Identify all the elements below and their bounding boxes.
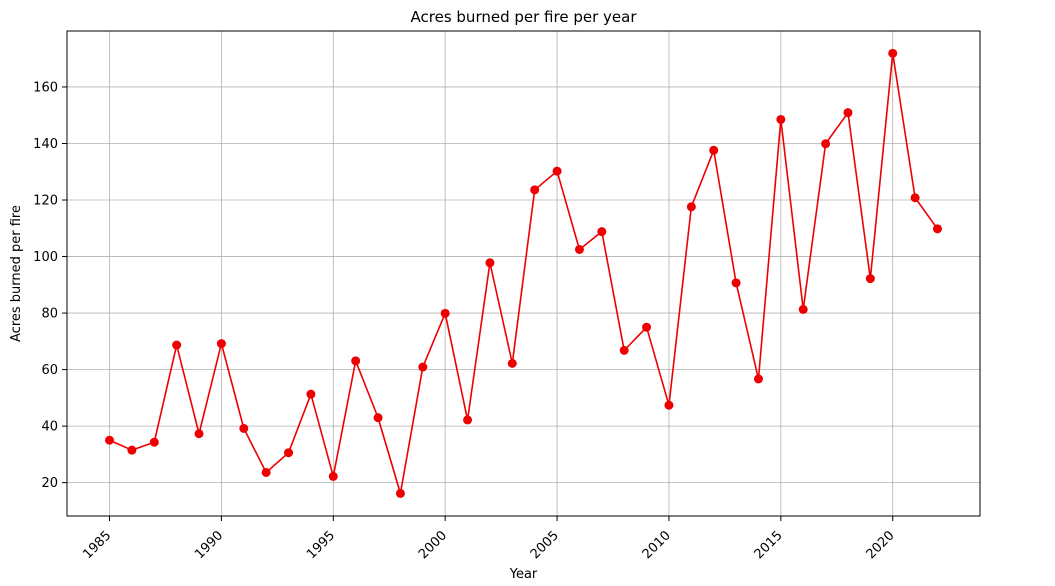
y-tick-label: 80 — [41, 307, 58, 322]
data-point — [888, 48, 898, 58]
axes: 1985 1990 1995 2000 2005 2010 2015 202020406080… — [33, 80, 897, 562]
data-point — [328, 471, 338, 481]
y-tick-label: 120 — [33, 194, 58, 209]
data-point — [642, 322, 652, 332]
data-point — [373, 413, 383, 423]
x-tick-label: 1990 — [192, 528, 226, 562]
data-point — [395, 488, 405, 498]
series-line — [109, 52, 939, 495]
data-point — [709, 145, 719, 155]
data-point — [284, 448, 294, 458]
data-point — [731, 278, 741, 288]
data-point — [865, 274, 875, 284]
data-point — [574, 244, 584, 254]
data-point — [485, 258, 495, 268]
data-point — [821, 139, 831, 149]
data-point — [507, 358, 517, 368]
data-point — [216, 339, 226, 349]
data-point — [776, 114, 786, 124]
data-point — [686, 202, 696, 212]
y-axis-title: Acres burned per fire — [9, 205, 24, 342]
data-point — [418, 362, 428, 372]
y-tick-label: 140 — [33, 137, 58, 152]
y-tick-label: 60 — [41, 363, 58, 378]
data-point — [932, 224, 942, 234]
y-tick-label: 20 — [41, 476, 58, 491]
plot-frame — [66, 30, 981, 517]
data-point — [149, 437, 159, 447]
data-point — [753, 374, 763, 384]
data-point — [843, 108, 853, 118]
data-point — [172, 340, 182, 350]
x-tick-label: 2015 — [752, 528, 786, 562]
data-point — [261, 467, 271, 477]
grid — [67, 31, 980, 516]
x-tick-label: 1995 — [304, 528, 338, 562]
y-tick-label: 100 — [33, 250, 58, 265]
data-point — [306, 389, 316, 399]
data-point — [440, 308, 450, 318]
data-point — [530, 185, 540, 195]
data-point — [105, 435, 115, 445]
y-tick-label: 160 — [33, 80, 58, 95]
data-point — [664, 400, 674, 410]
data-point — [619, 345, 629, 355]
data-point — [597, 227, 607, 237]
data-point — [910, 193, 920, 203]
x-tick-label: 1985 — [80, 528, 114, 562]
chart-title: Acres burned per fire per year — [411, 8, 638, 26]
x-tick-label: 2020 — [864, 528, 898, 562]
series-layer — [105, 48, 942, 498]
x-tick-label: 2010 — [640, 528, 674, 562]
data-point — [552, 166, 562, 176]
data-point — [194, 429, 204, 439]
data-point — [351, 356, 361, 366]
data-point — [798, 304, 808, 314]
x-tick-label: 2005 — [528, 528, 562, 562]
x-tick-label: 2000 — [416, 528, 450, 562]
data-point — [239, 423, 249, 433]
data-point — [463, 415, 473, 425]
data-point — [127, 445, 137, 455]
x-axis-title: Year — [509, 567, 538, 582]
y-tick-label: 40 — [41, 420, 58, 435]
